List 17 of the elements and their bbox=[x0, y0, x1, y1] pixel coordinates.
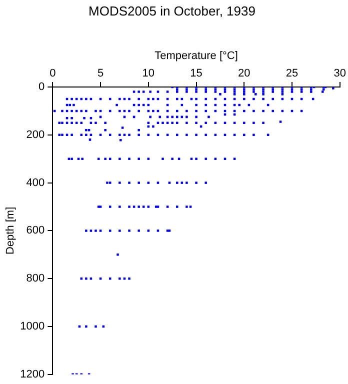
y-tick-label: 400 bbox=[26, 176, 45, 189]
x-tick-label: 0 bbox=[50, 67, 56, 80]
y-axis-title: Depth [m] bbox=[4, 206, 17, 255]
x-tick-label: 10 bbox=[142, 67, 155, 80]
y-tick-label: 1000 bbox=[20, 320, 45, 333]
y-tick-label: 800 bbox=[26, 272, 45, 285]
x-tick-label: 15 bbox=[190, 67, 202, 80]
x-tick-label: 25 bbox=[286, 67, 298, 80]
y-tick-label: 1200 bbox=[20, 368, 45, 380]
chart-title: MODS2005 in October, 1939 bbox=[88, 3, 256, 18]
x-tick-label: 20 bbox=[238, 67, 250, 80]
y-tick-label: 0 bbox=[38, 81, 45, 94]
y-tick-label: 600 bbox=[26, 224, 45, 237]
x-tick-label: 5 bbox=[97, 67, 104, 80]
y-tick-label: 200 bbox=[26, 128, 45, 141]
x-axis-title: Temperature [°C] bbox=[154, 50, 238, 62]
x-tick-label: 30 bbox=[334, 67, 346, 80]
